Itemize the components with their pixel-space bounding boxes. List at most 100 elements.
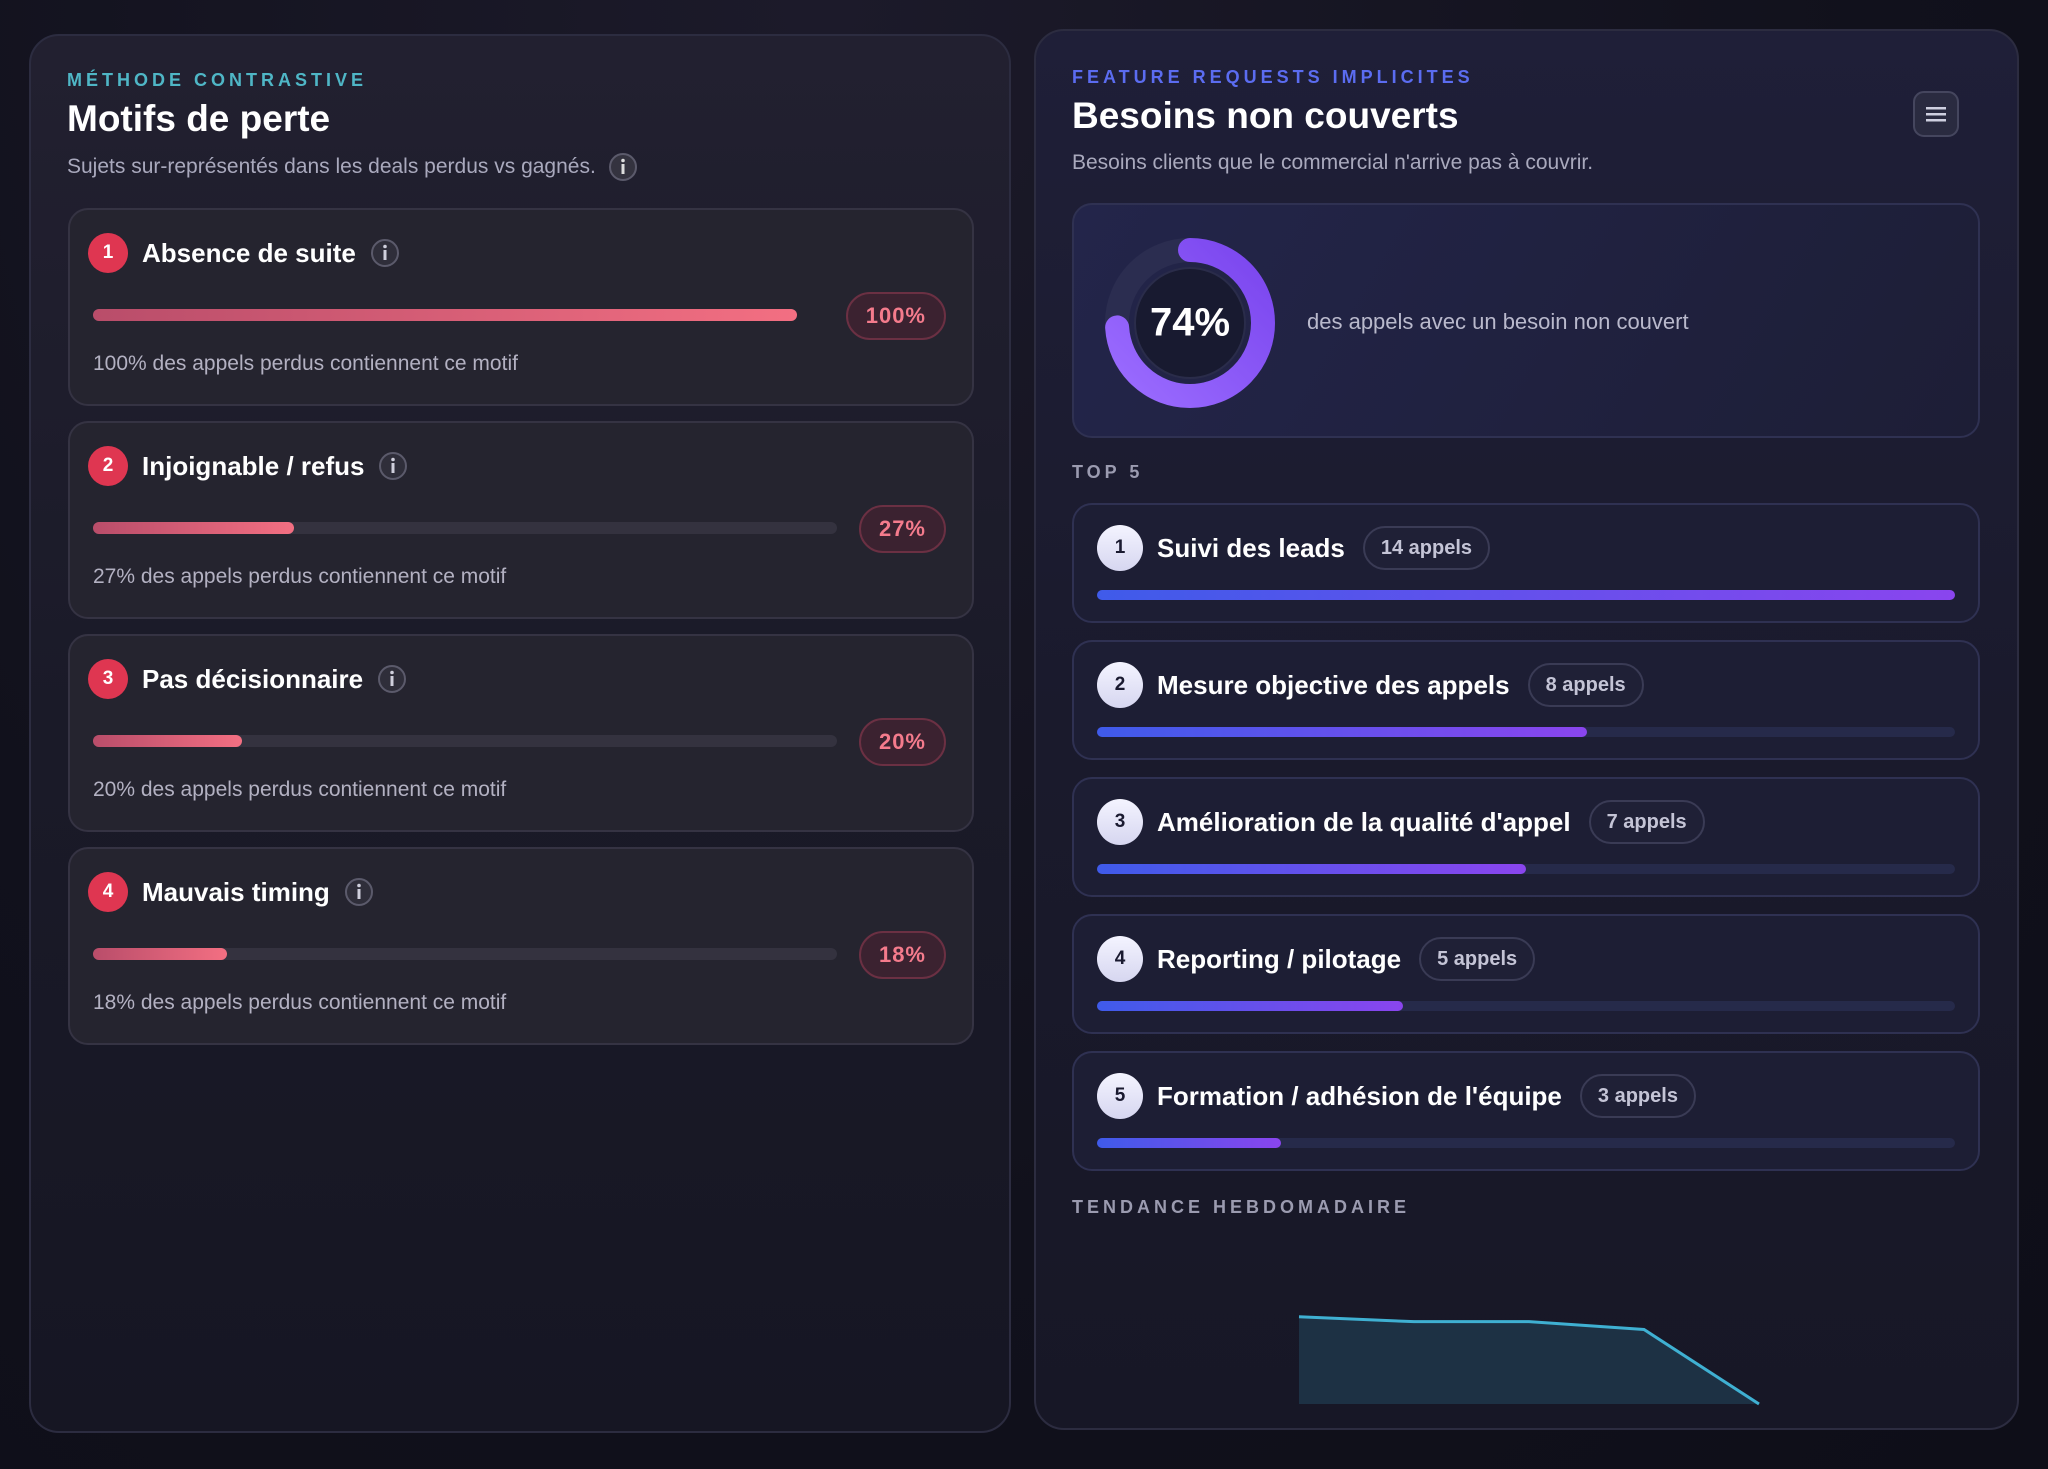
info-dot	[390, 670, 394, 675]
value-pill: 8 appels	[1527, 663, 1644, 707]
card-header: 5 Formation / adhésion de l'équipe 3 appel…	[1097, 1073, 1696, 1119]
loss-card: 4 Mauvais timing 18% 18% des appels perdus …	[68, 847, 974, 1045]
info-stem	[390, 676, 394, 686]
info-stem	[391, 463, 395, 473]
card-title: Absence de suite	[142, 237, 356, 268]
info-icon[interactable]	[377, 664, 407, 694]
bar	[93, 735, 242, 747]
bar	[93, 948, 227, 960]
info-stem	[357, 889, 361, 899]
loss-card: 2 Injoignable / refus 27% 27% des appels pe…	[68, 421, 974, 619]
gauge-description: des appels avec un besoin non couvert	[1307, 309, 1689, 334]
value-pill: 5 appels	[1419, 937, 1536, 981]
value-pill: 18%	[858, 931, 946, 979]
bar	[1097, 1138, 1281, 1148]
need-card: 5 Formation / adhésion de l'équipe 3 appel…	[1072, 1051, 1980, 1171]
card-title: Pas décisionnaire	[142, 663, 364, 694]
bar-track	[93, 735, 837, 747]
info-icon[interactable]	[378, 451, 408, 481]
card-description: 18% des appels perdus contiennent ce mot…	[93, 991, 507, 1014]
rank-badge: 3	[1097, 799, 1143, 845]
bar-track	[93, 948, 837, 960]
bar-track	[1097, 590, 1955, 600]
rank-badge: 5	[1097, 1073, 1143, 1119]
trend-chart	[1298, 1315, 1760, 1406]
panel-title: Besoins non couverts	[1072, 95, 1459, 136]
gauge-card: 74% des appels avec un besoin non couver…	[1072, 203, 1980, 438]
bar	[1097, 864, 1526, 874]
gauge-arc	[1105, 238, 1275, 408]
value-pill: 7 appels	[1588, 800, 1705, 844]
card-description: 20% des appels perdus contiennent ce mot…	[93, 778, 507, 801]
section-label: TOP 5	[1072, 462, 1144, 482]
gauge-core	[1134, 267, 1246, 379]
rank-badge: 2	[88, 446, 128, 486]
bar	[93, 309, 797, 321]
loss-panel: MÉTHODE CONTRASTIVE Motifs de perte Suje…	[29, 34, 1011, 1433]
card-header: 1 Suivi des leads 14 appels	[1097, 525, 1491, 571]
rank-badge: 1	[1097, 525, 1143, 571]
card-header: 1 Absence de suite	[88, 233, 400, 273]
rank-badge: 3	[88, 659, 128, 699]
rank-badge: 4	[88, 872, 128, 912]
info-icon[interactable]	[370, 238, 400, 268]
eyebrow: FEATURE REQUESTS IMPLICITES	[1072, 67, 1474, 87]
section-label: TENDANCE HEBDOMADAIRE	[1072, 1197, 1411, 1217]
bar-track	[1097, 1138, 1955, 1148]
rank-badge: 1	[88, 233, 128, 273]
subtitle-row: Sujets sur-représentés dans les deals pe…	[67, 152, 638, 182]
loss-card: 1 Absence de suite 100% 100% des appels per…	[68, 208, 974, 406]
card-header: 4 Mauvais timing	[88, 872, 374, 912]
value-pill: 27%	[858, 505, 946, 553]
bar-track	[1097, 864, 1955, 874]
card-header: 3 Pas décisionnaire	[88, 659, 407, 699]
rank-badge: 2	[1097, 662, 1143, 708]
card-title: Amélioration de la qualité d'appel	[1157, 806, 1571, 837]
need-card: 2 Mesure objective des appels 8 appels	[1072, 640, 1980, 760]
info-stem	[383, 250, 387, 260]
card-title: Suivi des leads	[1157, 532, 1345, 563]
card-header: 4 Reporting / pilotage 5 appels	[1097, 936, 1536, 982]
bar	[1097, 727, 1588, 737]
info-icon[interactable]	[608, 152, 638, 182]
card-description: 27% des appels perdus contiennent ce mot…	[93, 565, 507, 588]
value-pill: 100%	[845, 292, 946, 340]
card-header: 3 Amélioration de la qualité d'appel 7 app…	[1097, 799, 1705, 845]
card-title: Mauvais timing	[142, 876, 330, 907]
info-dot	[383, 244, 387, 249]
bar	[93, 522, 294, 534]
need-card: 3 Amélioration de la qualité d'appel 7 app…	[1072, 777, 1980, 897]
eyebrow: MÉTHODE CONTRASTIVE	[67, 70, 368, 90]
need-card: 1 Suivi des leads 14 appels	[1072, 503, 1980, 623]
info-dot	[391, 457, 396, 462]
info-dot	[357, 883, 361, 888]
bar-track	[93, 309, 797, 321]
bar-track	[93, 522, 837, 534]
card-header: 2 Mesure objective des appels 8 appels	[1097, 662, 1644, 708]
need-card: 4 Reporting / pilotage 5 appels	[1072, 914, 1980, 1034]
gauge-label: 74%	[1150, 301, 1230, 345]
value-pill: 14 appels	[1362, 526, 1491, 570]
menu-button[interactable]	[1913, 91, 1959, 137]
panel-title: Motifs de perte	[67, 98, 331, 139]
value-pill: 3 appels	[1579, 1074, 1696, 1118]
panel-subtitle: Sujets sur-représentés dans les deals pe…	[67, 155, 596, 178]
bar	[1097, 590, 1955, 600]
gauge: 74%	[1105, 238, 1275, 408]
info-icon[interactable]	[344, 877, 374, 907]
card-description: 100% des appels perdus contiennent ce mo…	[93, 352, 518, 375]
value-pill: 20%	[858, 718, 946, 766]
rank-badge: 4	[1097, 936, 1143, 982]
card-title: Formation / adhésion de l'équipe	[1157, 1080, 1562, 1111]
card-header: 2 Injoignable / refus	[88, 446, 408, 486]
card-title: Reporting / pilotage	[1157, 943, 1402, 974]
needs-panel: FEATURE REQUESTS IMPLICITES Besoins non …	[1034, 29, 2019, 1430]
loss-card: 3 Pas décisionnaire 20% 20% des appels perd…	[68, 634, 974, 832]
trend-area	[1299, 1316, 1759, 1404]
bar	[1097, 1001, 1404, 1011]
bar-track	[1097, 1001, 1955, 1011]
card-title: Injoignable / refus	[142, 450, 365, 481]
bar-track	[1097, 727, 1955, 737]
